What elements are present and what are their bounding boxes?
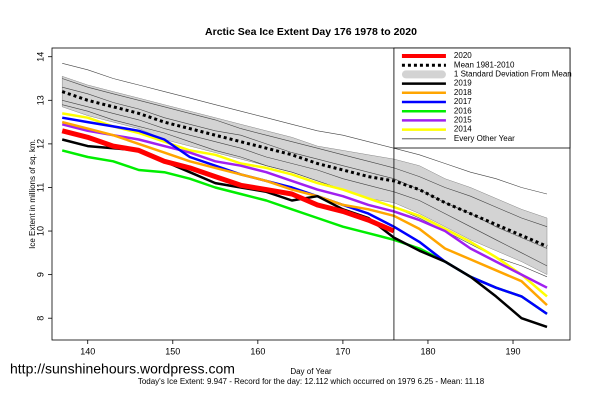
legend-label: 2015 (454, 116, 472, 125)
x-tick-label: 190 (505, 346, 520, 356)
other-year-line (62, 78, 548, 227)
series-line (61, 112, 548, 298)
legend-swatch (401, 70, 446, 79)
x-tick-label: 140 (80, 346, 95, 356)
y-tick-label: 12 (35, 139, 45, 149)
legend-label: 2019 (454, 79, 472, 88)
legend-label: 2018 (454, 88, 472, 97)
footer: Today's Ice Extent: 9.947 - Record for t… (138, 377, 485, 386)
legend-label: 2016 (454, 106, 472, 115)
y-tick-label: 13 (35, 95, 45, 105)
x-tick-label: 150 (165, 346, 180, 356)
series-line (61, 123, 548, 289)
x-tick-label: 170 (335, 346, 350, 356)
series-line (61, 90, 548, 248)
legend-label: Mean 1981-2010 (454, 60, 515, 69)
x-axis-label: Day of Year (290, 367, 332, 376)
y-axis-label: Ice Extent in millions of sq. km. (28, 139, 37, 249)
legend-label: 2020 (454, 51, 472, 60)
plot-frame (51, 47, 571, 341)
y-tick-label: 10 (35, 226, 45, 236)
series-group (61, 63, 548, 329)
other-year-line (62, 63, 548, 195)
other-year-line (62, 100, 548, 267)
y-tick-label: 14 (35, 52, 45, 62)
watermark: http://sunshinehours.wordpress.com (10, 361, 235, 377)
other-year-line (62, 104, 548, 278)
y-tick-label: 11 (35, 183, 45, 192)
legend-label: 2014 (454, 125, 472, 134)
series-line (61, 128, 395, 234)
legend-label: 2017 (454, 97, 472, 106)
legend-label: 1 Standard Deviation From Mean (454, 70, 572, 79)
y-tick-label: 9 (35, 272, 45, 277)
y-tick-label: 8 (35, 316, 45, 321)
legend-box (393, 47, 571, 149)
series-line (61, 120, 548, 307)
x-tick-label: 160 (250, 346, 265, 356)
chart-title: Arctic Sea Ice Extent Day 176 1978 to 20… (205, 26, 417, 38)
x-tick-label: 180 (420, 346, 435, 356)
legend-label: Every Other Year (454, 134, 515, 143)
